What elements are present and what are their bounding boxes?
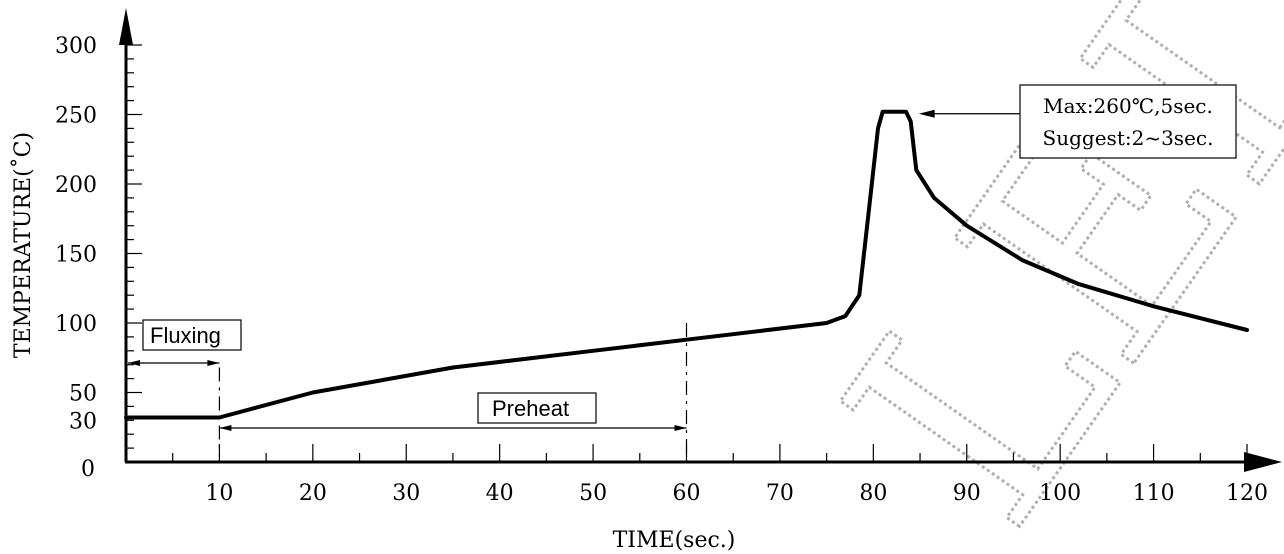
x-axis-title: TIME(sec.) [613, 528, 736, 553]
y-tick-label-250: 250 [55, 104, 97, 129]
fluxing-arrow-right [207, 360, 220, 366]
y-axis-arrow [119, 8, 133, 45]
y-axis-title: TEMPERATURE(˚C) [9, 132, 36, 358]
x-tick-label-30: 30 [392, 481, 420, 506]
preheat-arrow-left [219, 425, 232, 431]
x-tick-label-120: 120 [1226, 481, 1268, 506]
preheat-annotation: Preheat [219, 392, 687, 431]
y-tick-label-50: 50 [69, 382, 97, 407]
tick-labels: 10 20 30 40 50 60 70 80 90 100 110 1200305010015020… [55, 34, 1268, 506]
preheat-box [477, 392, 597, 424]
y-tick-label-300: 300 [55, 34, 97, 59]
x-tick-label-70: 70 [766, 481, 794, 506]
fluxing-box [142, 319, 242, 351]
fluxing-label: Fluxing [150, 323, 221, 348]
x-tick-label-50: 50 [579, 481, 607, 506]
watermark-text: LED [782, 0, 1284, 554]
x-tick-label-80: 80 [859, 481, 887, 506]
y-tick-label-100: 100 [55, 312, 97, 337]
x-tick-label-10: 10 [205, 481, 233, 506]
peak-annotation: Max:260℃,5sec. Suggest:2~3sec. [918, 84, 1237, 159]
x-tick-label-90: 90 [953, 481, 981, 506]
y-tick-label-150: 150 [55, 243, 97, 268]
x-tick-label-40: 40 [486, 481, 514, 506]
fluxing-annotation: Fluxing [128, 319, 242, 366]
y-tick-label-200: 200 [55, 173, 97, 198]
peak-label-line-2: Suggest:2~3sec. [1043, 126, 1214, 150]
preheat-label: Preheat [492, 396, 569, 421]
x-tick-label-110: 110 [1133, 481, 1175, 506]
y-tick-label-0: 0 [81, 457, 95, 482]
fluxing-arrow-left [128, 360, 140, 366]
peak-label-line-1: Max:260℃,5sec. [1043, 94, 1213, 118]
x-tick-label-60: 60 [673, 481, 701, 506]
temperature-profile-line [124, 109, 1249, 420]
watermark: LED [781, 0, 1284, 554]
peak-box [1019, 84, 1237, 159]
peak-arrow-head [918, 109, 935, 118]
x-tick-label-100: 100 [1039, 481, 1081, 506]
x-axis-arrow [1244, 452, 1282, 472]
preheat-arrow-right [674, 425, 687, 431]
x-tick-label-20: 20 [299, 481, 327, 506]
y-tick-label-30: 30 [69, 409, 97, 434]
